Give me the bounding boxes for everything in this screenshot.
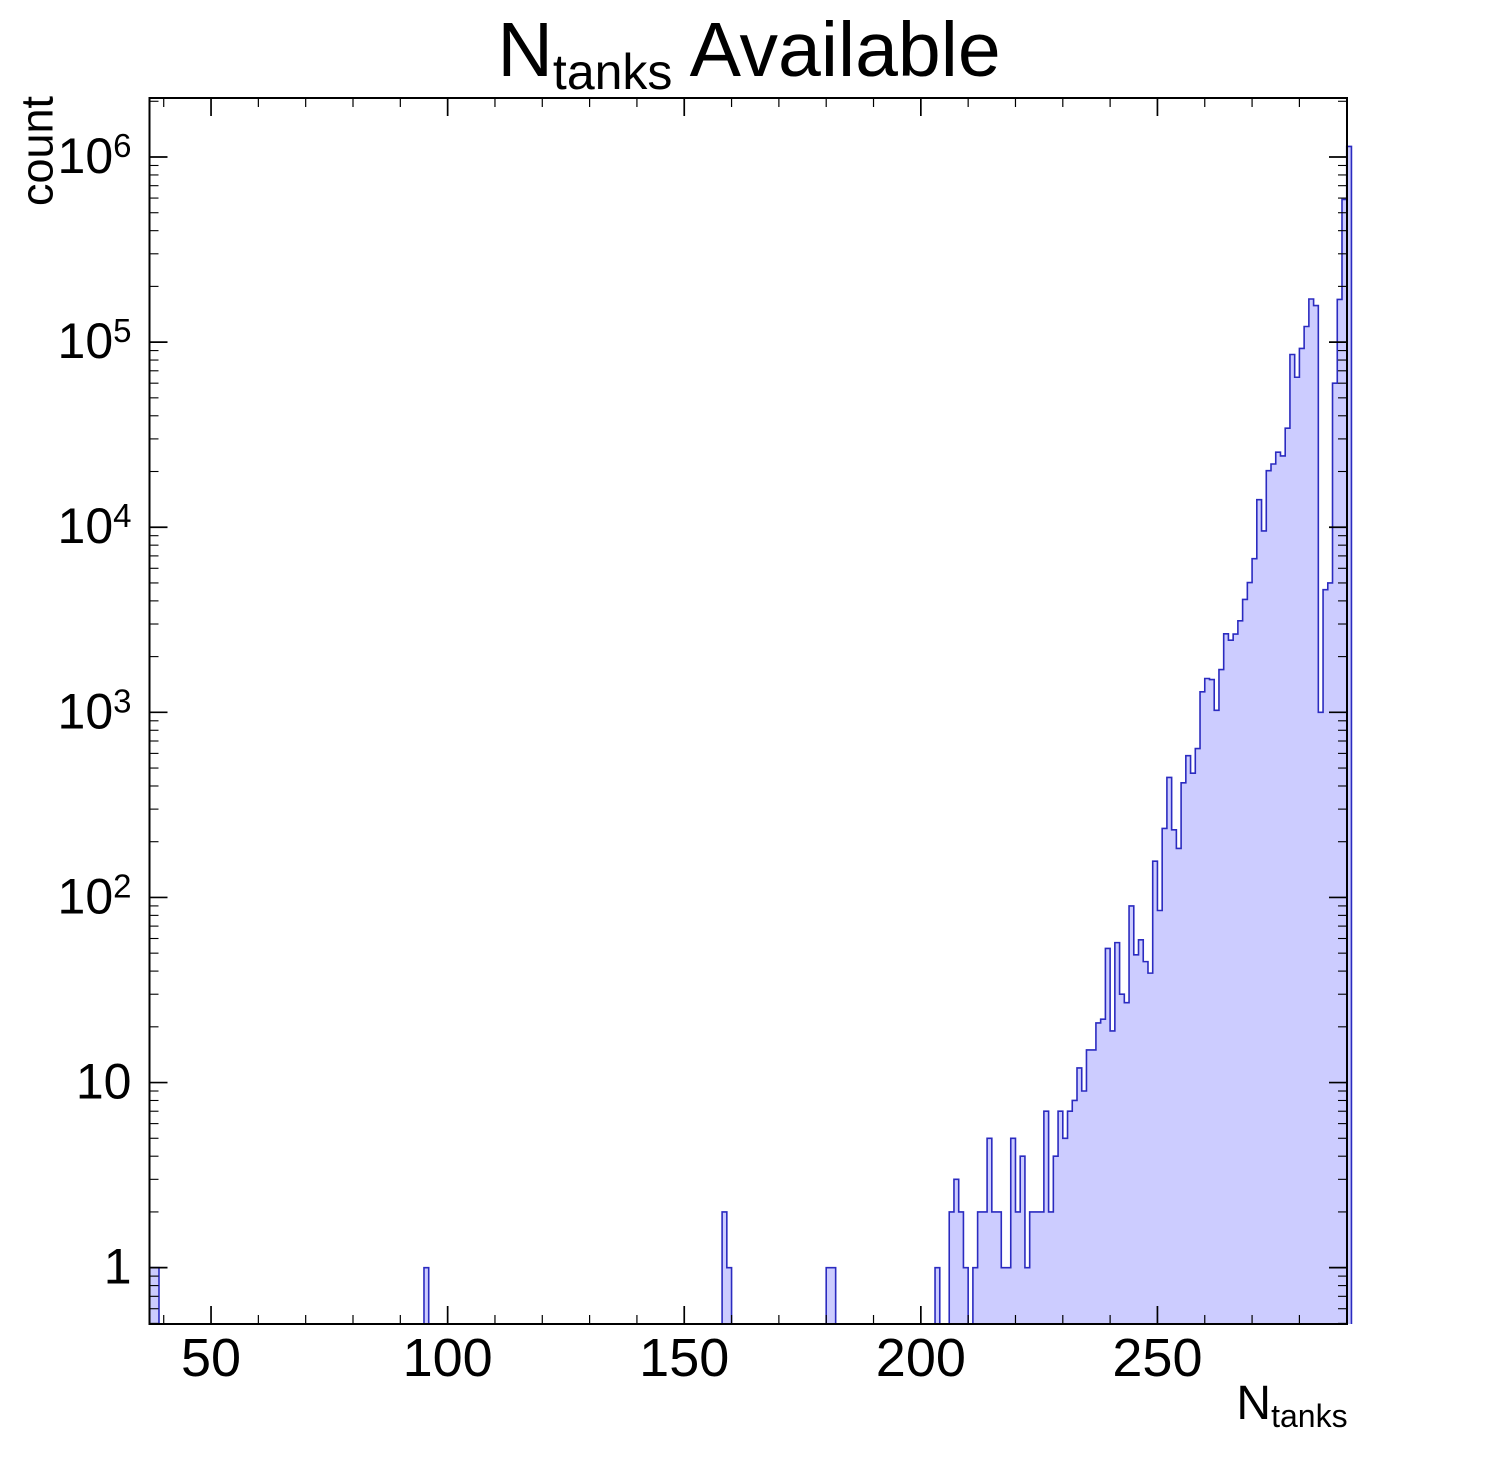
svg-text:50: 50 (181, 1328, 241, 1388)
svg-text:200: 200 (876, 1328, 966, 1388)
svg-text:10: 10 (76, 1054, 132, 1110)
svg-text:150: 150 (639, 1328, 729, 1388)
svg-text:count: count (12, 95, 63, 206)
svg-text:250: 250 (1112, 1328, 1202, 1388)
svg-text:1: 1 (104, 1239, 132, 1295)
svg-text:100: 100 (403, 1328, 493, 1388)
